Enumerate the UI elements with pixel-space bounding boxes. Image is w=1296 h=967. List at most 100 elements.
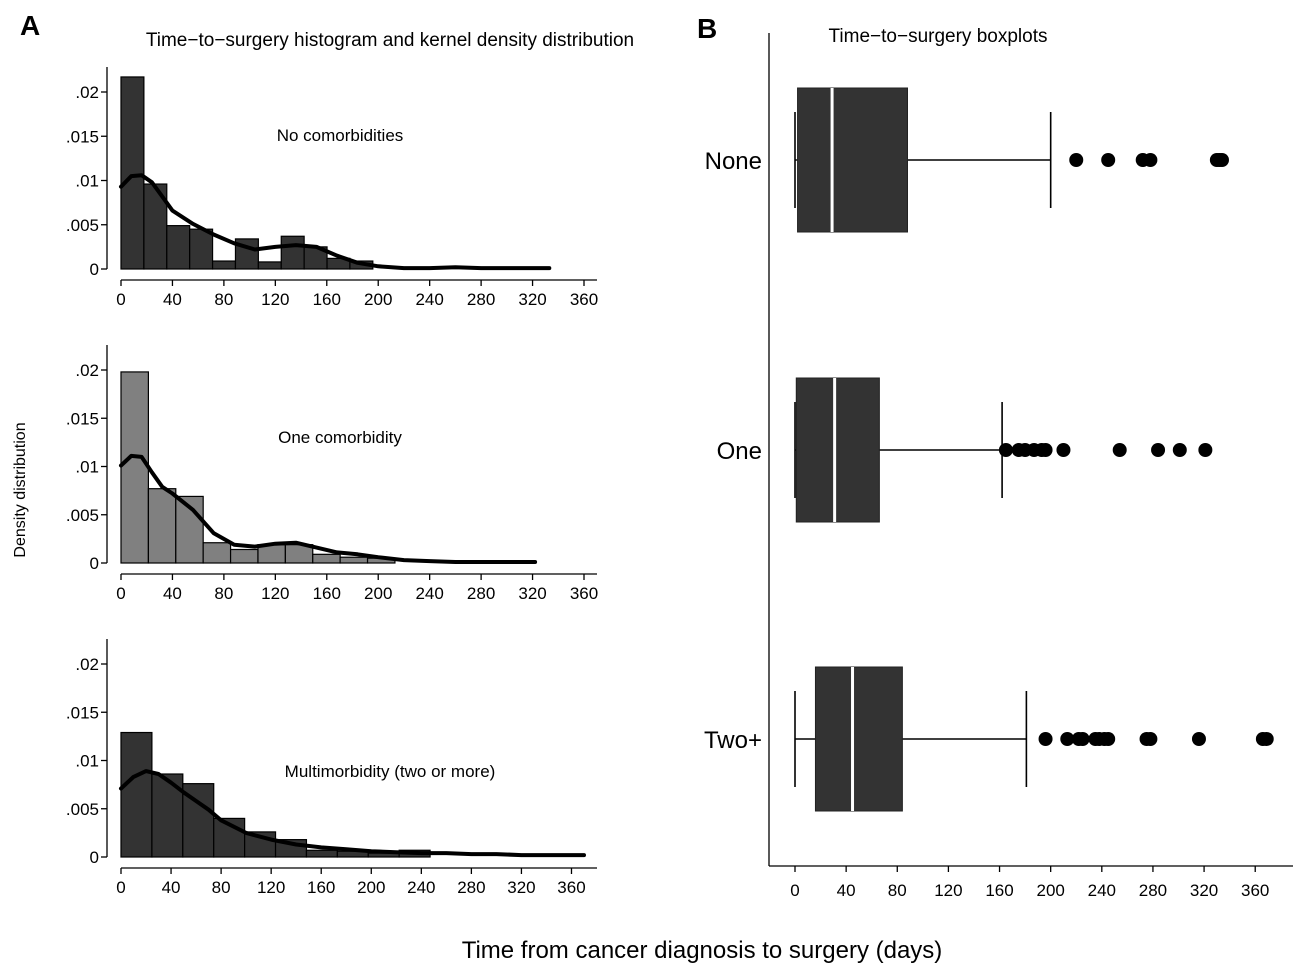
box-x-tick-label: 200 [1036,881,1064,900]
box-x-tick-label: 280 [1139,881,1167,900]
x-tick-label: 320 [518,290,546,309]
histogram-title: Time−to−surgery histogram and kernel den… [146,30,634,51]
x-tick-label: 240 [415,290,443,309]
y-tick-label: .01 [75,458,99,477]
boxplot-group: One [717,377,1213,523]
x-tick-label: 120 [261,584,289,603]
y-tick-label: 0 [90,260,99,279]
x-tick-label: 240 [415,584,443,603]
boxplot-title: Time−to−surgery boxplots [829,26,1048,47]
outlier-point [1143,732,1158,746]
outlier-point [1151,443,1166,457]
x-tick-label: 80 [214,584,233,603]
x-tick-label: 320 [518,584,546,603]
outlier-point [1112,443,1127,457]
outlier-point [1056,443,1071,457]
group-label: None [705,148,762,175]
boxplot-group: Two+ [704,666,1274,812]
outlier-point [1075,732,1090,746]
outlier-point [1038,732,1053,746]
outlier-point [1101,153,1116,167]
y-tick-label: .015 [66,409,99,428]
subplot-annotation: One comorbidity [278,428,402,447]
x-tick-label: 160 [313,584,341,603]
y-tick-label: .01 [75,172,99,191]
x-tick-label: 0 [116,584,125,603]
outlier-point [1198,443,1213,457]
x-axis-label: Time from cancer diagnosis to surgery (d… [462,937,943,964]
outlier-point [1143,153,1158,167]
x-tick-label: 80 [212,878,231,897]
y-tick-label: .005 [66,506,99,525]
box-x-tick-label: 40 [837,881,856,900]
y-tick-label: .02 [75,83,99,102]
outlier-point [1069,153,1084,167]
histogram-subplot: 0 .005 .01 .015 .02 0 40 80 120 160 200 240 280 320 36… [66,345,598,603]
histogram-bar [189,228,214,270]
x-tick-label: 360 [570,584,598,603]
y-tick-label: 0 [90,848,99,867]
x-tick-label: 0 [116,290,125,309]
outlier-point [1038,443,1053,457]
x-tick-label: 120 [257,878,285,897]
histogram-bar [280,235,305,270]
histogram-bar [120,731,153,858]
histogram-subplot: 0 .005 .01 .015 .02 0 40 80 120 160 200 240 280 320 36… [66,639,597,897]
box-x-tick-label: 120 [934,881,962,900]
box-x-tick-label: 320 [1190,881,1218,900]
y-tick-label: .02 [75,655,99,674]
panel-b-letter: B [697,13,717,44]
x-tick-label: 200 [357,878,385,897]
histogram-bar [147,488,177,564]
outlier-point [1172,443,1187,457]
x-tick-label: 40 [163,290,182,309]
box-x-tick-label: 0 [790,881,799,900]
group-label: Two+ [704,727,762,754]
histogram-bar [339,556,369,564]
iqr-box [814,666,903,812]
x-tick-label: 200 [364,584,392,603]
panel-a-letter: A [20,10,40,41]
histogram-bar [312,553,341,564]
y-tick-label: .005 [66,216,99,235]
histogram-bar [120,76,145,270]
box-x-tick-label: 160 [985,881,1013,900]
y-tick-label: 0 [90,554,99,573]
iqr-box [795,377,880,523]
x-tick-label: 360 [570,290,598,309]
x-tick-label: 80 [214,290,233,309]
x-tick-label: 200 [364,290,392,309]
outlier-point [1259,732,1274,746]
y-tick-label: .02 [75,361,99,380]
y-tick-label: .01 [75,752,99,771]
kde-curve [119,453,538,564]
histogram-bar [305,849,338,858]
kde-curve [119,173,552,271]
outlier-point [1060,732,1075,746]
y-axis-label: Density distribution [12,422,29,557]
x-tick-label: 280 [467,584,495,603]
outlier-point [1214,153,1229,167]
boxplot-group: None [705,87,1229,233]
iqr-box [797,87,908,233]
outlier-point [1101,732,1116,746]
histogram-bar [257,261,282,270]
box-x-tick-label: 360 [1241,881,1269,900]
y-tick-label: .015 [66,703,99,722]
box-x-tick-label: 80 [888,881,907,900]
box-x-tick-label: 240 [1088,881,1116,900]
outlier-point [998,443,1013,457]
x-tick-label: 360 [557,878,585,897]
x-tick-label: 240 [407,878,435,897]
x-tick-label: 160 [313,290,341,309]
x-tick-label: 280 [467,290,495,309]
x-tick-label: 160 [307,878,335,897]
y-tick-label: .005 [66,800,99,819]
histogram-bar [202,542,232,564]
boxplot-panel: 0 40 80 120 160 200 240 280 320 360 None One Two+ [704,33,1293,900]
subplot-annotation: Multimorbidity (two or more) [285,762,496,781]
histogram-bar [229,548,259,564]
histogram-subplot: 0 .005 .01 .015 .02 0 40 80 120 160 200 240 280 320 36… [66,67,598,309]
x-tick-label: 280 [457,878,485,897]
